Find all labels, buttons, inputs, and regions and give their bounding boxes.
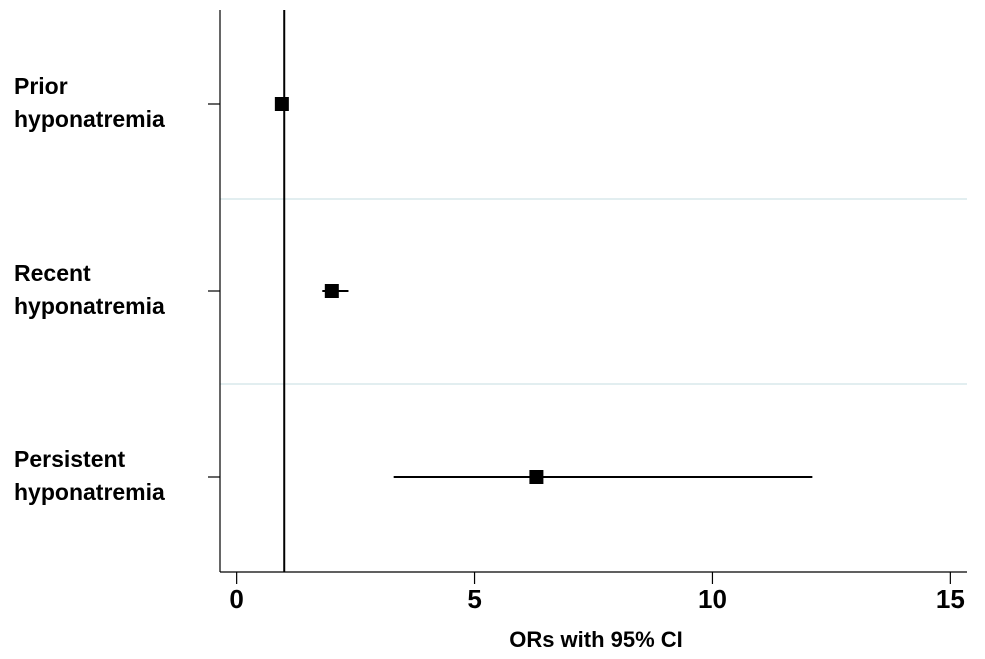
category-label: Recent hyponatremia (14, 260, 165, 319)
x-tick-label: 0 (229, 584, 243, 614)
x-axis-title: ORs with 95% CI (509, 627, 683, 652)
or-marker (274, 97, 289, 111)
category-label-line: hyponatremia (14, 106, 165, 132)
category-label-line: hyponatremia (14, 479, 165, 505)
or-marker (324, 284, 339, 298)
x-tick-label: 10 (698, 584, 727, 614)
category-label: Prior hyponatremia (14, 73, 165, 132)
x-axis: 0 5 10 15 (220, 571, 967, 614)
or-marker (529, 470, 544, 484)
category-label: Persistent hyponatremia (14, 446, 165, 505)
category-label-line: Recent (14, 260, 91, 286)
category-label-line: hyponatremia (14, 293, 165, 319)
y-axis (208, 10, 221, 572)
estimates (274, 97, 813, 484)
x-tick-label: 15 (936, 584, 965, 614)
category-label-line: Prior (14, 73, 68, 99)
x-tick-label: 5 (467, 584, 481, 614)
category-label-line: Persistent (14, 446, 126, 472)
category-separators (220, 198, 967, 385)
